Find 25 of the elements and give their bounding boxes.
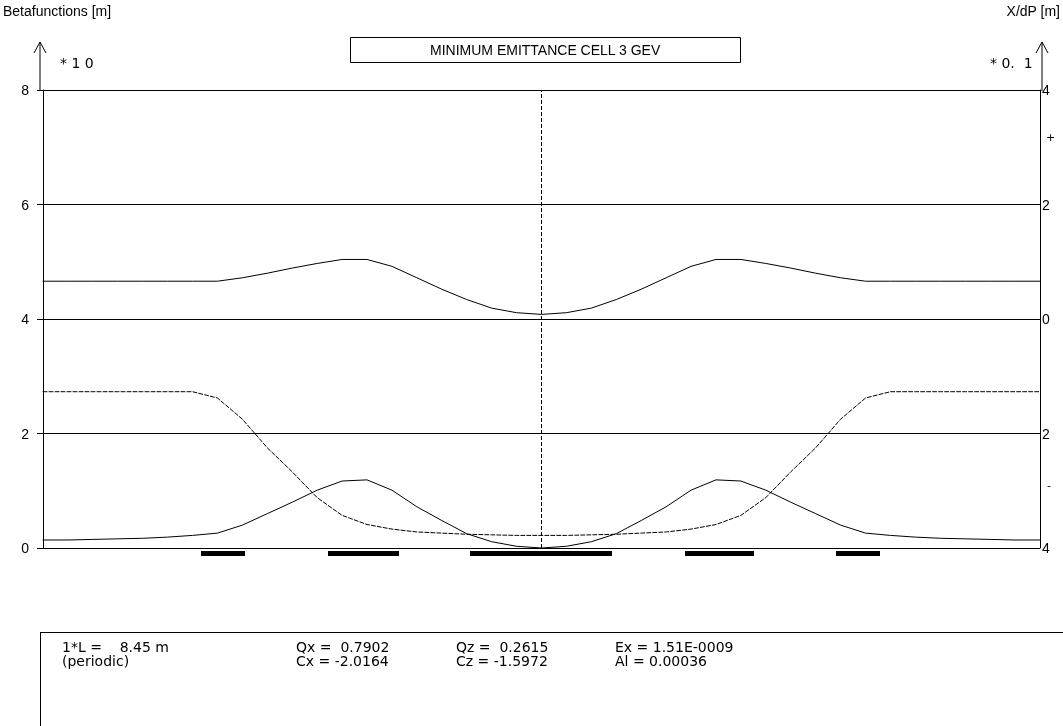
text: Al = 0.00036: [615, 653, 707, 669]
text: Qz = 0.2615: [456, 639, 549, 655]
y2-tick-label: 2: [1042, 196, 1050, 213]
text: 1*L = 8.45 m: [62, 639, 169, 655]
y-tick-label: 4: [21, 311, 30, 327]
y-tick-label: 6: [21, 196, 30, 213]
y2-tick-label: 2: [1042, 425, 1050, 442]
text: * 0. 1: [990, 55, 1033, 71]
y2-tick-label: 4: [1042, 82, 1050, 98]
y-axis-title: Betafunctions [m]: [3, 3, 112, 19]
text: * 1 0: [60, 55, 94, 71]
text: Ex = 1.51E-0009: [615, 639, 734, 655]
text: +: [1046, 130, 1056, 145]
y-tick-label: 8: [21, 82, 30, 98]
y-tick-label: 0: [21, 540, 30, 556]
text: Qx = 0.7902: [296, 639, 390, 655]
y-tick-label: 2: [21, 425, 30, 442]
text: (periodic): [62, 653, 130, 669]
y2-axis-title: X/dP [m]: [1006, 3, 1060, 19]
text: Cx = -2.0164: [296, 653, 389, 669]
y2-tick-label: 4: [1042, 540, 1050, 556]
text: -: [1047, 478, 1051, 493]
y2-tick-label: 0: [1042, 311, 1050, 327]
text: Cz = -1.5972: [456, 653, 548, 669]
chart-title: MINIMUM EMITTANCE CELL 3 GEV: [430, 42, 661, 58]
